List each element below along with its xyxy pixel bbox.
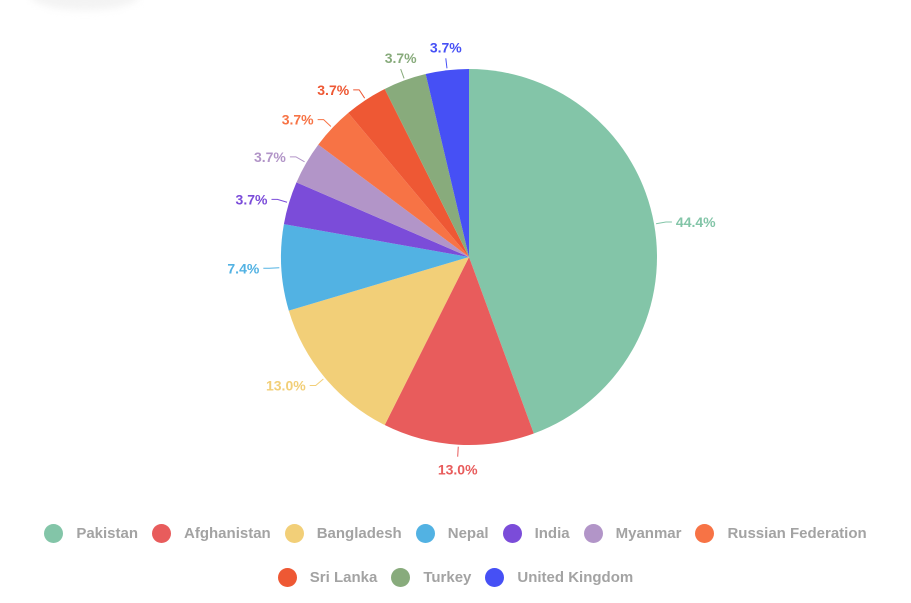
pie-slice-turkey[interactable] [384, 74, 469, 257]
legend-row-1: Pakistan Afghanistan Bangladesh Nepal In… [0, 524, 911, 543]
pie-slice-myanmar[interactable] [296, 144, 469, 257]
legend-dot [502, 524, 522, 543]
legend-label: Myanmar [615, 525, 682, 542]
pie-slice-sri-lanka[interactable] [348, 88, 469, 257]
label-leader-line [457, 446, 459, 457]
legend-label: United Kingdom [517, 569, 634, 586]
legend-dot [415, 524, 435, 543]
legend-item-turkey[interactable]: Turkey [391, 568, 471, 587]
label-leader-line [655, 221, 672, 225]
label-leader-line [289, 156, 305, 163]
legend-label: Bangladesh [316, 525, 402, 542]
legend-label: India [534, 525, 570, 542]
legend-item-sri-lanka[interactable]: Sri Lanka [277, 568, 378, 587]
label-leader-line [263, 267, 280, 269]
data-label: 44.4% [676, 214, 716, 230]
data-label: 7.4% [227, 260, 259, 276]
legend-item-pakistan[interactable]: Pakistan [44, 524, 138, 543]
decorative-shadow [30, 0, 140, 10]
legend-item-afghanistan[interactable]: Afghanistan [152, 524, 271, 543]
legend-item-bangladesh[interactable]: Bangladesh [284, 524, 402, 543]
legend-dot [44, 524, 64, 543]
legend-item-india[interactable]: India [502, 524, 570, 543]
pie-slice-nepal[interactable] [281, 224, 469, 311]
pie-chart: 44.4%13.0%13.0%7.4%3.7%3.7%3.7%3.7%3.7%3… [227, 39, 716, 477]
legend-label: Russian Federation [727, 525, 867, 542]
legend-dot [695, 524, 715, 543]
pie-slices [281, 69, 657, 445]
legend-label: Nepal [447, 525, 489, 542]
legend-dot [284, 524, 304, 543]
pie-slice-pakistan[interactable] [469, 69, 657, 434]
data-label: 3.7% [282, 112, 314, 128]
label-leader-line [317, 119, 332, 127]
pie-slice-bangladesh[interactable] [288, 257, 469, 426]
label-leader-line [309, 378, 324, 386]
legend-item-united-kingdom[interactable]: United Kingdom [485, 568, 633, 587]
data-label: 3.7% [236, 191, 268, 207]
legend-item-nepal[interactable]: Nepal [415, 524, 489, 543]
legend-dot [391, 568, 411, 587]
data-label: 3.7% [385, 50, 417, 66]
legend-dot [583, 524, 603, 543]
data-label: 3.7% [317, 82, 349, 98]
pie-slice-russian-federation[interactable] [318, 112, 469, 257]
legend-label: Sri Lanka [309, 569, 378, 586]
legend-dot [277, 568, 297, 587]
label-leader-line [400, 68, 405, 79]
legend-item-myanmar[interactable]: Myanmar [583, 524, 682, 543]
legend-row-2: Sri Lanka Turkey United Kingdom [0, 568, 911, 587]
data-label: 13.0% [438, 462, 478, 478]
legend-item-russian-federation[interactable]: Russian Federation [695, 524, 867, 543]
pie-slice-afghanistan[interactable] [384, 257, 534, 445]
data-label: 3.7% [254, 149, 286, 165]
pie-slice-india[interactable] [283, 182, 469, 257]
legend-label: Pakistan [76, 525, 139, 542]
label-leader-line [271, 198, 288, 203]
label-leader-line [353, 89, 366, 99]
data-label: 13.0% [266, 377, 306, 393]
pie-labels: 44.4%13.0%13.0%7.4%3.7%3.7%3.7%3.7%3.7%3… [227, 39, 716, 477]
pie-slice-united-kingdom[interactable] [425, 69, 469, 257]
label-leader-line [445, 58, 448, 69]
legend-label: Turkey [423, 569, 472, 586]
legend-label: Afghanistan [184, 525, 271, 542]
data-label: 3.7% [430, 39, 462, 55]
legend-dot [152, 524, 172, 543]
legend-dot [485, 568, 505, 587]
